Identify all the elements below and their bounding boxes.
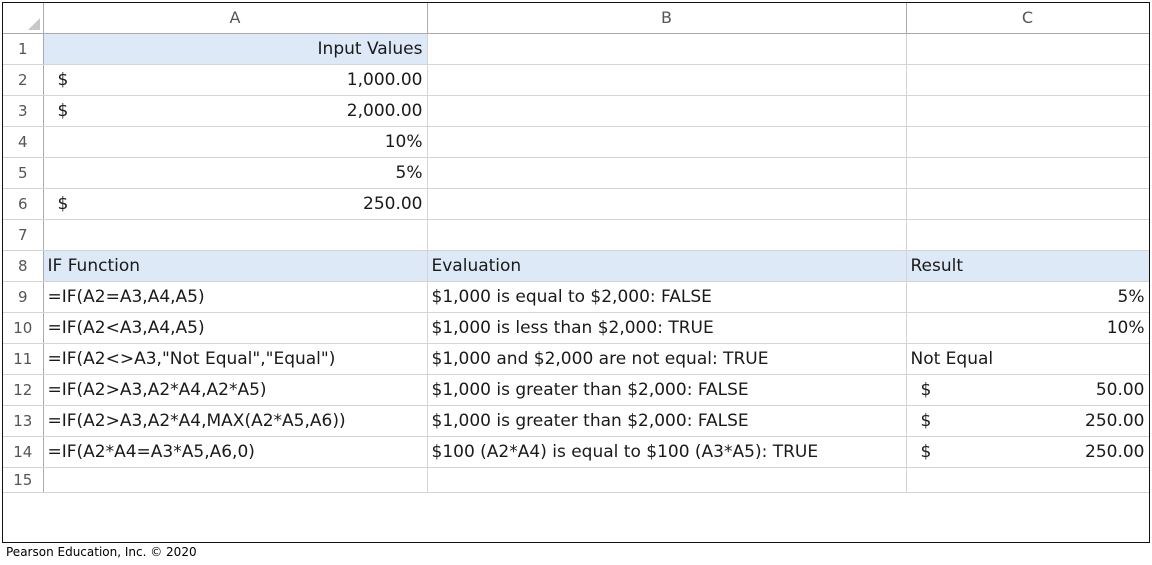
cell-c4[interactable]	[906, 126, 1149, 158]
cell-a14[interactable]: =IF(A2*A4=A3*A5,A6,0)	[43, 436, 428, 468]
cell-a4[interactable]: 10%	[43, 126, 428, 158]
cell-c2[interactable]	[906, 64, 1149, 96]
row-header[interactable]: 9	[3, 281, 44, 313]
sheet-row: 15	[3, 467, 1149, 493]
sheet-row: 8 IF Function Evaluation Result	[3, 250, 1149, 282]
sheet-row: 6 $250.00	[3, 188, 1149, 220]
cell-b10[interactable]: $1,000 is less than $2,000: TRUE	[427, 312, 907, 344]
sheet-row: 3 $2,000.00	[3, 95, 1149, 127]
cell-value: 250.00	[1085, 410, 1145, 431]
row-header[interactable]: 6	[3, 188, 44, 220]
cell-b2[interactable]	[427, 64, 907, 96]
cell-b6[interactable]	[427, 188, 907, 220]
cell-c3[interactable]	[906, 95, 1149, 127]
sheet-row: 2 $1,000.00	[3, 64, 1149, 96]
sheet-row: 14 =IF(A2*A4=A3*A5,A6,0) $100 (A2*A4) is…	[3, 436, 1149, 468]
sheet-row: 5 5%	[3, 157, 1149, 189]
cell-a3[interactable]: $2,000.00	[43, 95, 428, 127]
currency-symbol: $	[920, 441, 932, 462]
row-header[interactable]: 5	[3, 157, 44, 189]
row-header[interactable]: 1	[3, 33, 44, 65]
row-header[interactable]: 10	[3, 312, 44, 344]
column-header-a[interactable]: A	[43, 3, 428, 34]
row-header[interactable]: 15	[3, 467, 44, 493]
sheet-row: 10 =IF(A2<A3,A4,A5) $1,000 is less than …	[3, 312, 1149, 344]
cell-a10[interactable]: =IF(A2<A3,A4,A5)	[43, 312, 428, 344]
sheet-row: 11 =IF(A2<>A3,"Not Equal","Equal") $1,00…	[3, 343, 1149, 375]
currency-symbol: $	[920, 379, 932, 400]
cell-c9[interactable]: 5%	[906, 281, 1149, 313]
spreadsheet-grid: A B C 1 Input Values 2 $1,000.00 3 $2,00…	[3, 3, 1149, 493]
cell-c6[interactable]	[906, 188, 1149, 220]
row-header[interactable]: 14	[3, 436, 44, 468]
cell-c5[interactable]	[906, 157, 1149, 189]
column-header-c[interactable]: C	[906, 3, 1149, 34]
cell-a2[interactable]: $1,000.00	[43, 64, 428, 96]
cell-c8[interactable]: Result	[906, 250, 1149, 282]
row-header[interactable]: 12	[3, 374, 44, 406]
cell-value: 50.00	[1095, 379, 1145, 400]
cell-a13[interactable]: =IF(A2>A3,A2*A4,MAX(A2*A5,A6))	[43, 405, 428, 437]
cell-a12[interactable]: =IF(A2>A3,A2*A4,A2*A5)	[43, 374, 428, 406]
row-header[interactable]: 4	[3, 126, 44, 158]
sheet-row: 13 =IF(A2>A3,A2*A4,MAX(A2*A5,A6)) $1,000…	[3, 405, 1149, 437]
copyright-footer: Pearson Education, Inc. © 2020	[6, 545, 197, 559]
cell-c14[interactable]: $250.00	[906, 436, 1149, 468]
cell-c10[interactable]: 10%	[906, 312, 1149, 344]
column-header-b[interactable]: B	[427, 3, 907, 34]
cell-b5[interactable]	[427, 157, 907, 189]
sheet-row: 1 Input Values	[3, 33, 1149, 65]
cell-a5[interactable]: 5%	[43, 157, 428, 189]
currency-symbol: $	[920, 410, 932, 431]
cell-c15[interactable]	[906, 467, 1149, 493]
currency-symbol: $	[57, 100, 69, 121]
row-header[interactable]: 11	[3, 343, 44, 375]
cell-b3[interactable]	[427, 95, 907, 127]
sheet-row: 9 =IF(A2=A3,A4,A5) $1,000 is equal to $2…	[3, 281, 1149, 313]
cell-a7[interactable]	[43, 219, 428, 251]
cell-a1[interactable]: Input Values	[43, 33, 428, 65]
sheet-row: 4 10%	[3, 126, 1149, 158]
cell-a15[interactable]	[43, 467, 428, 493]
row-header[interactable]: 8	[3, 250, 44, 282]
cell-a9[interactable]: =IF(A2=A3,A4,A5)	[43, 281, 428, 313]
cell-b14[interactable]: $100 (A2*A4) is equal to $100 (A3*A5): T…	[427, 436, 907, 468]
currency-symbol: $	[57, 193, 69, 214]
spreadsheet[interactable]: A B C 1 Input Values 2 $1,000.00 3 $2,00…	[2, 2, 1150, 543]
cell-c1[interactable]	[906, 33, 1149, 65]
cell-b8[interactable]: Evaluation	[427, 250, 907, 282]
cell-b12[interactable]: $1,000 is greater than $2,000: FALSE	[427, 374, 907, 406]
cell-b7[interactable]	[427, 219, 907, 251]
cell-value: 250.00	[1085, 441, 1145, 462]
cell-value: 1,000.00	[346, 69, 423, 90]
cell-c12[interactable]: $50.00	[906, 374, 1149, 406]
cell-value: 250.00	[363, 193, 423, 214]
cell-c7[interactable]	[906, 219, 1149, 251]
row-header[interactable]: 2	[3, 64, 44, 96]
sheet-row: 12 =IF(A2>A3,A2*A4,A2*A5) $1,000 is grea…	[3, 374, 1149, 406]
select-all-icon	[27, 17, 40, 30]
select-all-corner[interactable]	[3, 3, 44, 34]
row-header[interactable]: 3	[3, 95, 44, 127]
row-header[interactable]: 7	[3, 219, 44, 251]
cell-c11[interactable]: Not Equal	[906, 343, 1149, 375]
cell-b11[interactable]: $1,000 and $2,000 are not equal: TRUE	[427, 343, 907, 375]
cell-a11[interactable]: =IF(A2<>A3,"Not Equal","Equal")	[43, 343, 428, 375]
currency-symbol: $	[57, 69, 69, 90]
cell-c13[interactable]: $250.00	[906, 405, 1149, 437]
cell-b15[interactable]	[427, 467, 907, 493]
cell-a6[interactable]: $250.00	[43, 188, 428, 220]
cell-b4[interactable]	[427, 126, 907, 158]
cell-b1[interactable]	[427, 33, 907, 65]
sheet-row: 7	[3, 219, 1149, 251]
cell-b13[interactable]: $1,000 is greater than $2,000: FALSE	[427, 405, 907, 437]
cell-b9[interactable]: $1,000 is equal to $2,000: FALSE	[427, 281, 907, 313]
cell-a8[interactable]: IF Function	[43, 250, 428, 282]
cell-value: 2,000.00	[346, 100, 423, 121]
row-header[interactable]: 13	[3, 405, 44, 437]
